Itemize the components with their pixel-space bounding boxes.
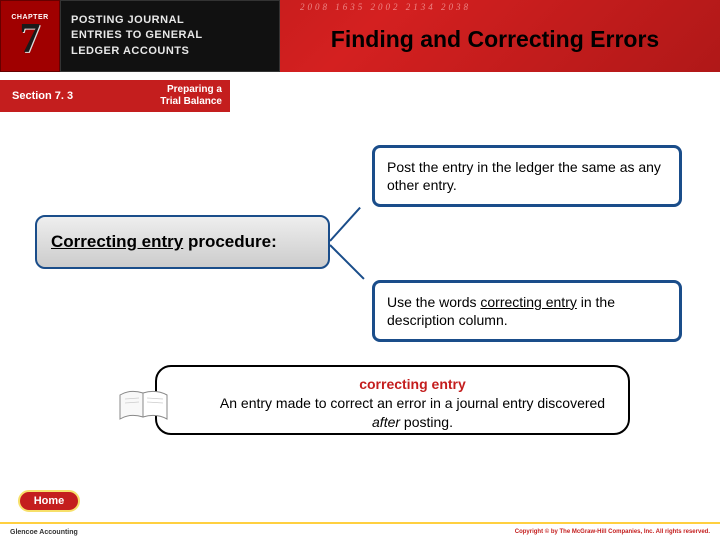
footer-left: Glencoe Accounting: [10, 529, 78, 536]
info-box-description: Use the words correcting entry in the de…: [372, 280, 682, 342]
book-icon: [115, 387, 175, 423]
procedure-underlined: Correcting entry: [51, 232, 183, 251]
header-bg-numbers: 2008 1635 2002 2134 2038: [300, 2, 710, 12]
definition-term: correcting entry: [215, 375, 610, 394]
procedure-box: Correcting entry procedure:: [35, 215, 330, 269]
chapter-title-box: POSTING JOURNAL ENTRIES TO GENERAL LEDGE…: [60, 0, 280, 72]
section-subtitle: Preparing a Trial Balance: [140, 84, 230, 108]
chapter-block: CHAPTER 7 POSTING JOURNAL ENTRIES TO GEN…: [0, 0, 280, 72]
info-text-top: Post the entry in the ledger the same as…: [387, 158, 667, 194]
section-label: Section 7. 3: [0, 90, 140, 102]
definition-body: An entry made to correct an error in a j…: [215, 394, 610, 432]
home-button-label: Home: [34, 495, 65, 507]
connector-line-top: [329, 207, 361, 242]
info-bottom-pre: Use the words: [387, 294, 480, 310]
info-box-post-entry: Post the entry in the ledger the same as…: [372, 145, 682, 207]
chapter-number-box: CHAPTER 7: [0, 0, 60, 72]
footer: Glencoe Accounting Copyright © by The Mc…: [0, 522, 720, 540]
chapter-title: POSTING JOURNAL ENTRIES TO GENERAL LEDGE…: [71, 13, 203, 59]
procedure-rest: procedure:: [183, 232, 277, 251]
footer-copyright: Copyright © by The McGraw-Hill Companies…: [515, 529, 710, 535]
definition-box: correcting entry An entry made to correc…: [155, 365, 630, 435]
info-bottom-underlined: correcting entry: [480, 294, 576, 310]
page-title: Finding and Correcting Errors: [290, 26, 700, 53]
home-button[interactable]: Home: [18, 490, 80, 512]
header-banner: 2008 1635 2002 2134 2038 CHAPTER 7 POSTI…: [0, 0, 720, 72]
section-bar: Section 7. 3 Preparing a Trial Balance: [0, 80, 230, 112]
connector-line-bottom: [329, 244, 364, 279]
chapter-number: 7: [20, 21, 41, 59]
